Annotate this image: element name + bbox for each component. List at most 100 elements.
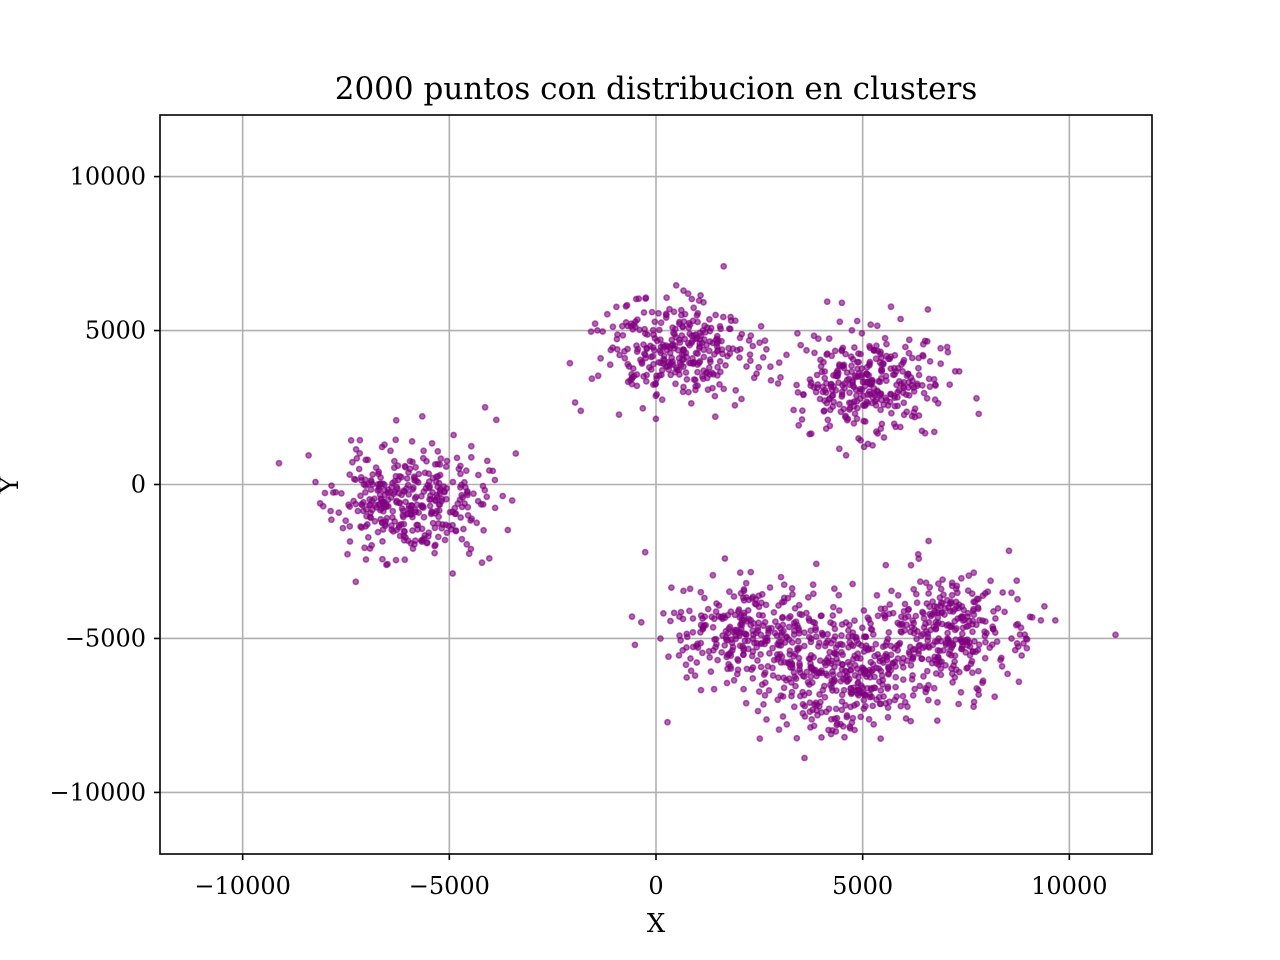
data-point: [783, 721, 791, 728]
data-point: [940, 646, 947, 654]
data-point: [955, 367, 963, 375]
data-point: [631, 641, 639, 649]
data-point: [834, 720, 841, 727]
data-point: [987, 577, 994, 585]
data-point: [587, 328, 595, 335]
data-point: [675, 366, 683, 374]
data-point: [1020, 640, 1027, 647]
data-point: [434, 472, 442, 480]
data-point: [780, 674, 788, 682]
data-point: [754, 657, 761, 664]
data-point: [816, 639, 823, 647]
data-point: [973, 394, 980, 402]
data-point: [652, 380, 660, 387]
data-point: [792, 618, 800, 626]
data-point: [679, 323, 687, 331]
data-point: [736, 569, 744, 576]
data-point: [721, 555, 729, 562]
data-point: [820, 358, 827, 366]
data-point: [935, 580, 942, 588]
data-point: [700, 622, 708, 629]
data-point: [622, 302, 630, 310]
data-point: [402, 534, 409, 541]
data-point: [707, 668, 715, 675]
data-point: [653, 390, 661, 398]
data-point: [391, 488, 399, 496]
data-point: [687, 399, 695, 407]
data-point: [391, 477, 399, 485]
data-point: [352, 476, 359, 483]
data-point: [740, 609, 748, 617]
data-point: [794, 638, 802, 645]
data-point: [619, 331, 627, 339]
data-point: [822, 389, 830, 396]
data-point: [755, 363, 763, 371]
data-point: [474, 471, 482, 479]
data-point: [883, 656, 891, 664]
data-point: [697, 332, 705, 340]
data-point: [709, 384, 716, 392]
data-point: [951, 658, 958, 665]
data-point: [777, 373, 784, 381]
data-point: [824, 637, 832, 645]
data-point: [775, 726, 783, 733]
data-point: [817, 612, 825, 620]
data-point: [437, 455, 445, 463]
data-point: [838, 706, 846, 714]
data-point: [405, 490, 413, 498]
data-point: [632, 323, 639, 331]
data-point: [780, 684, 788, 692]
data-point: [873, 396, 880, 404]
data-point: [901, 600, 909, 608]
data-point: [789, 590, 796, 598]
data-point: [763, 345, 770, 353]
data-point: [915, 647, 922, 655]
data-point: [803, 346, 810, 354]
data-point: [860, 417, 868, 425]
data-point: [720, 385, 728, 393]
data-point: [780, 594, 788, 602]
data-point: [457, 514, 465, 521]
data-point: [909, 692, 917, 699]
data-point: [775, 359, 783, 366]
data-point: [606, 361, 614, 369]
data-point: [426, 502, 434, 510]
data-point: [467, 453, 475, 461]
data-point: [728, 639, 736, 647]
data-point: [714, 363, 721, 371]
y-tick-label: 10000: [70, 163, 146, 191]
data-point: [795, 644, 803, 652]
data-point: [946, 381, 954, 388]
data-point: [700, 353, 708, 361]
data-point: [943, 343, 951, 351]
data-point: [713, 332, 721, 340]
data-point: [899, 676, 907, 683]
data-point: [858, 329, 866, 337]
data-point: [976, 616, 983, 624]
data-point: [832, 705, 840, 713]
data-point: [969, 648, 977, 655]
data-point: [835, 591, 843, 599]
data-point: [663, 311, 670, 319]
data-point: [857, 350, 864, 358]
x-tick-label: −5000: [409, 872, 490, 900]
data-point: [881, 334, 889, 342]
data-point: [905, 336, 913, 344]
data-point: [885, 670, 893, 678]
data-point: [951, 673, 959, 681]
data-point: [649, 344, 657, 351]
data-point: [834, 641, 842, 649]
data-point: [911, 625, 918, 633]
data-point: [803, 668, 811, 676]
data-point: [473, 519, 481, 527]
data-point: [857, 655, 864, 662]
data-point: [712, 635, 720, 643]
data-point: [937, 360, 945, 368]
data-point: [846, 389, 853, 397]
data-point: [975, 686, 982, 694]
data-point: [327, 507, 334, 515]
data-point: [790, 627, 798, 635]
data-point: [981, 654, 989, 662]
data-point: [872, 355, 880, 363]
